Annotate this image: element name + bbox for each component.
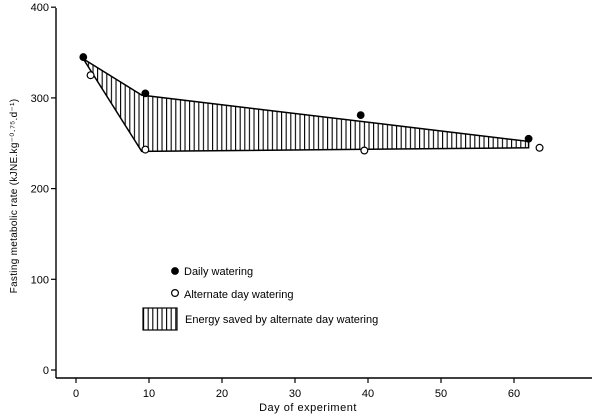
legend-marker-alternate — [171, 289, 180, 298]
y-tick-label: 300 — [31, 93, 49, 105]
alternate-point-0 — [86, 71, 95, 80]
y-tick-label: 0 — [43, 365, 49, 377]
daily-point-2 — [356, 111, 365, 120]
shaded-region — [82, 58, 530, 153]
x-tick-label: 20 — [216, 388, 228, 400]
x-tick-label: 30 — [289, 388, 301, 400]
legend-label-shaded: Energy saved by alternate day watering — [185, 314, 378, 326]
alternate-point-2 — [360, 146, 369, 155]
legend: Daily watering Alternate day watering En… — [142, 266, 378, 331]
alternate-point-1 — [141, 145, 150, 154]
legend-label-daily: Daily watering — [184, 266, 253, 278]
daily-point-1 — [141, 89, 150, 98]
y-axis-label: Fasting metabolic rate (kJNE.kg⁻⁰·⁷⁵.d⁻¹… — [9, 99, 20, 294]
daily-point-3 — [524, 134, 533, 143]
x-axis-ticks: 0 10 20 30 40 50 60 — [73, 378, 520, 400]
y-axis-ticks: 0 100 200 300 400 — [31, 2, 56, 377]
x-tick-label: 60 — [508, 388, 520, 400]
x-tick-label: 10 — [143, 388, 155, 400]
daily-point-0 — [79, 53, 88, 61]
y-tick-label: 100 — [31, 274, 49, 286]
x-tick-label: 0 — [73, 388, 79, 400]
legend-hatch-swatch — [142, 307, 178, 331]
x-axis-label: Day of experiment — [259, 402, 357, 414]
plot-area — [79, 53, 544, 155]
x-tick-label: 40 — [362, 388, 374, 400]
y-tick-label: 200 — [31, 184, 49, 196]
alternate-point-3 — [535, 143, 544, 152]
legend-marker-daily — [171, 267, 179, 275]
x-tick-label: 50 — [435, 388, 447, 400]
legend-label-alternate: Alternate day watering — [184, 289, 293, 301]
y-tick-label: 400 — [31, 2, 49, 14]
